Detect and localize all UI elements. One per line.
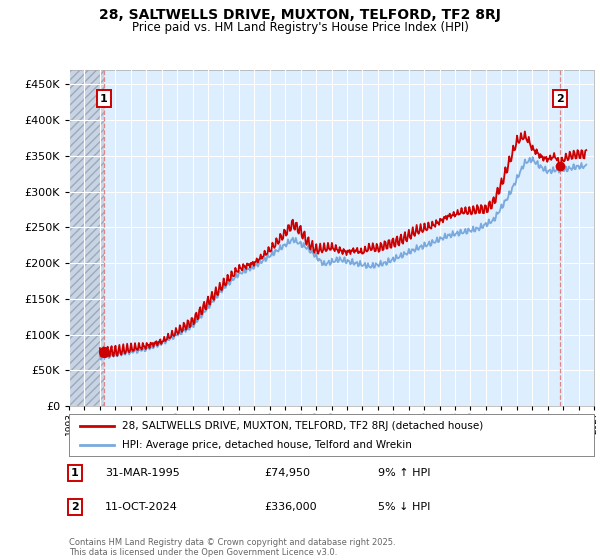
Text: 31-MAR-1995: 31-MAR-1995: [105, 468, 180, 478]
Text: 2: 2: [71, 502, 79, 512]
Text: 2: 2: [556, 94, 564, 104]
Text: 1: 1: [71, 468, 79, 478]
Text: 28, SALTWELLS DRIVE, MUXTON, TELFORD, TF2 8RJ (detached house): 28, SALTWELLS DRIVE, MUXTON, TELFORD, TF…: [121, 421, 483, 431]
Text: £74,950: £74,950: [264, 468, 310, 478]
Text: £336,000: £336,000: [264, 502, 317, 512]
Text: 28, SALTWELLS DRIVE, MUXTON, TELFORD, TF2 8RJ: 28, SALTWELLS DRIVE, MUXTON, TELFORD, TF…: [99, 8, 501, 22]
Text: Contains HM Land Registry data © Crown copyright and database right 2025.
This d: Contains HM Land Registry data © Crown c…: [69, 538, 395, 557]
Text: 9% ↑ HPI: 9% ↑ HPI: [378, 468, 431, 478]
Text: 11-OCT-2024: 11-OCT-2024: [105, 502, 178, 512]
Text: HPI: Average price, detached house, Telford and Wrekin: HPI: Average price, detached house, Telf…: [121, 440, 412, 450]
Text: Price paid vs. HM Land Registry's House Price Index (HPI): Price paid vs. HM Land Registry's House …: [131, 21, 469, 34]
Text: 5% ↓ HPI: 5% ↓ HPI: [378, 502, 430, 512]
Text: 1: 1: [100, 94, 107, 104]
Bar: [69, 70, 104, 406]
